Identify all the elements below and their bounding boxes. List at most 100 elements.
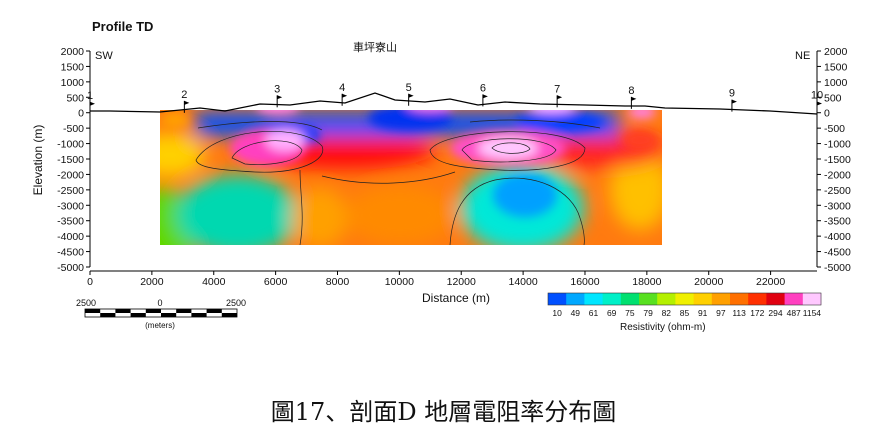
y-tick-label-left: -4500 <box>57 247 84 259</box>
y-tick-label-right: -1500 <box>824 154 851 166</box>
colorbar-tick-label: 487 <box>787 308 801 318</box>
y-tick-label-left: -1500 <box>57 154 84 166</box>
y-tick-label-left: -3500 <box>57 216 84 228</box>
station-9: 9 <box>729 88 737 112</box>
station-7: 7 <box>554 83 563 108</box>
mountain-label: 車坪寮山 <box>353 40 397 54</box>
y-tick-label-left: -4000 <box>57 231 84 243</box>
colorbar-swatch <box>602 293 622 305</box>
y-tick-label-right: -500 <box>824 123 845 135</box>
y-tick-label-right: -1000 <box>824 139 851 151</box>
colorbar-swatch <box>584 293 604 305</box>
right-end-label: NE <box>795 50 810 62</box>
colorbar-swatch <box>548 293 567 305</box>
colorbar-tick-label: 85 <box>680 308 690 318</box>
colorbar-swatch <box>693 293 713 305</box>
figure-caption: 圖17、剖面D 地層電阻率分布圖 <box>270 398 617 426</box>
colorbar-tick-label: 113 <box>732 308 746 318</box>
station-flag-icon <box>342 93 348 98</box>
scale-bar-label-left: 2500 <box>76 298 96 308</box>
y-tick-label-right: 1500 <box>824 61 848 73</box>
x-tick-label: 22000 <box>756 276 785 288</box>
colorbar-swatch <box>748 293 767 305</box>
colorbar-tick-label: 49 <box>571 308 581 318</box>
y-tick-label-left: -500 <box>63 123 84 135</box>
station-label: 3 <box>274 83 280 95</box>
y-tick-label-right: 0 <box>824 108 830 120</box>
colorbar-tick-label: 91 <box>698 308 708 318</box>
colorbar-swatch <box>566 293 585 305</box>
x-tick-label: 8000 <box>326 276 350 288</box>
x-tick-label: 10000 <box>385 276 414 288</box>
station-2: 2 <box>181 89 190 113</box>
y-tick-label-right: 1000 <box>824 77 848 89</box>
colorbar-tick-label: 69 <box>607 308 617 318</box>
station-flag-icon <box>557 95 563 100</box>
colorbar-swatch <box>730 293 749 305</box>
colorbar-swatch <box>620 293 640 305</box>
y-tick-label-left: 2000 <box>61 46 85 58</box>
colorbar-tick-label: 10 <box>552 308 562 318</box>
colorbar-swatch <box>711 293 731 305</box>
y-tick-label-right: -4000 <box>824 231 851 243</box>
colorbar-tick-label: 294 <box>768 308 782 318</box>
station-flag-icon <box>731 99 737 104</box>
y-tick-label-left: 0 <box>78 108 84 120</box>
y-tick-label-left: -2500 <box>57 185 84 197</box>
y-axis-right: 2000 1500 1000 500 0 -500 -1000 -1500 -2000 -2500… <box>816 46 851 274</box>
y-tick-label-left: -3000 <box>57 200 84 212</box>
stations: 1 2 3 4 5 6 7 8 9 10 <box>87 82 823 114</box>
figure-title: Profile TD <box>92 19 153 34</box>
y-tick-label-right: 2000 <box>824 46 848 58</box>
station-flag-icon <box>277 95 283 100</box>
y-tick-label-right: -2000 <box>824 169 851 181</box>
colorbar-label: Resistivity (ohm-m) <box>620 322 706 333</box>
x-tick-label: 12000 <box>447 276 476 288</box>
station-label: 10 <box>811 89 823 101</box>
colorbar-tick-label: 79 <box>643 308 653 318</box>
station-1: 1 <box>87 90 95 114</box>
station-8: 8 <box>628 85 637 109</box>
x-tick-label: 18000 <box>632 276 661 288</box>
station-10: 10 <box>811 89 823 114</box>
y-axis-left: 2000 1500 1000 500 0 -500 -1000 -1500 -2000 -2500… <box>57 46 91 274</box>
station-flag-icon <box>90 101 95 106</box>
x-tick-label: 16000 <box>570 276 599 288</box>
colorbar-tick-label: 75 <box>625 308 635 318</box>
colorbar-swatch <box>766 293 786 305</box>
station-label: 9 <box>729 88 735 100</box>
x-tick-label: 0 <box>87 276 93 288</box>
station-flag-icon <box>817 101 822 106</box>
scale-bar-unit: (meters) <box>145 321 175 330</box>
colorbar-tick-label: 1154 <box>803 308 822 318</box>
x-tick-label: 6000 <box>264 276 288 288</box>
y-axis-label: Elevation (m) <box>31 125 45 196</box>
resistivity-section <box>160 110 662 245</box>
y-tick-label-right: -3000 <box>824 200 851 212</box>
colorbar: 10 49 61 69 75 79 82 85 91 97 113 172 294 487 1154 <box>547 292 822 318</box>
colorbar-swatch <box>657 293 676 305</box>
x-tick-label: 2000 <box>140 276 164 288</box>
station-label: 4 <box>339 82 345 94</box>
station-6: 6 <box>480 82 488 107</box>
station-flag-icon <box>482 94 488 99</box>
station-flag-icon <box>631 96 637 101</box>
y-tick-label-left: -2000 <box>57 169 84 181</box>
station-4: 4 <box>339 82 348 106</box>
station-flag-icon <box>184 100 190 105</box>
colorbar-tick-label: 61 <box>589 308 599 318</box>
y-tick-label-left: 1000 <box>61 77 85 89</box>
station-label: 7 <box>554 83 560 95</box>
colorbar-swatch <box>802 293 822 305</box>
y-tick-label-left: -5000 <box>57 262 84 274</box>
y-tick-label-right: -2500 <box>824 185 851 197</box>
y-tick-label-left: 1500 <box>61 61 85 73</box>
y-tick-label-right: -5000 <box>824 262 851 274</box>
x-tick-label: 20000 <box>694 276 723 288</box>
y-tick-label-left: -1000 <box>57 139 84 151</box>
colorbar-swatch <box>784 293 804 305</box>
x-axis-label: Distance (m) <box>422 291 490 305</box>
colorbar-tick-label: 82 <box>662 308 672 318</box>
station-label: 2 <box>181 89 187 101</box>
